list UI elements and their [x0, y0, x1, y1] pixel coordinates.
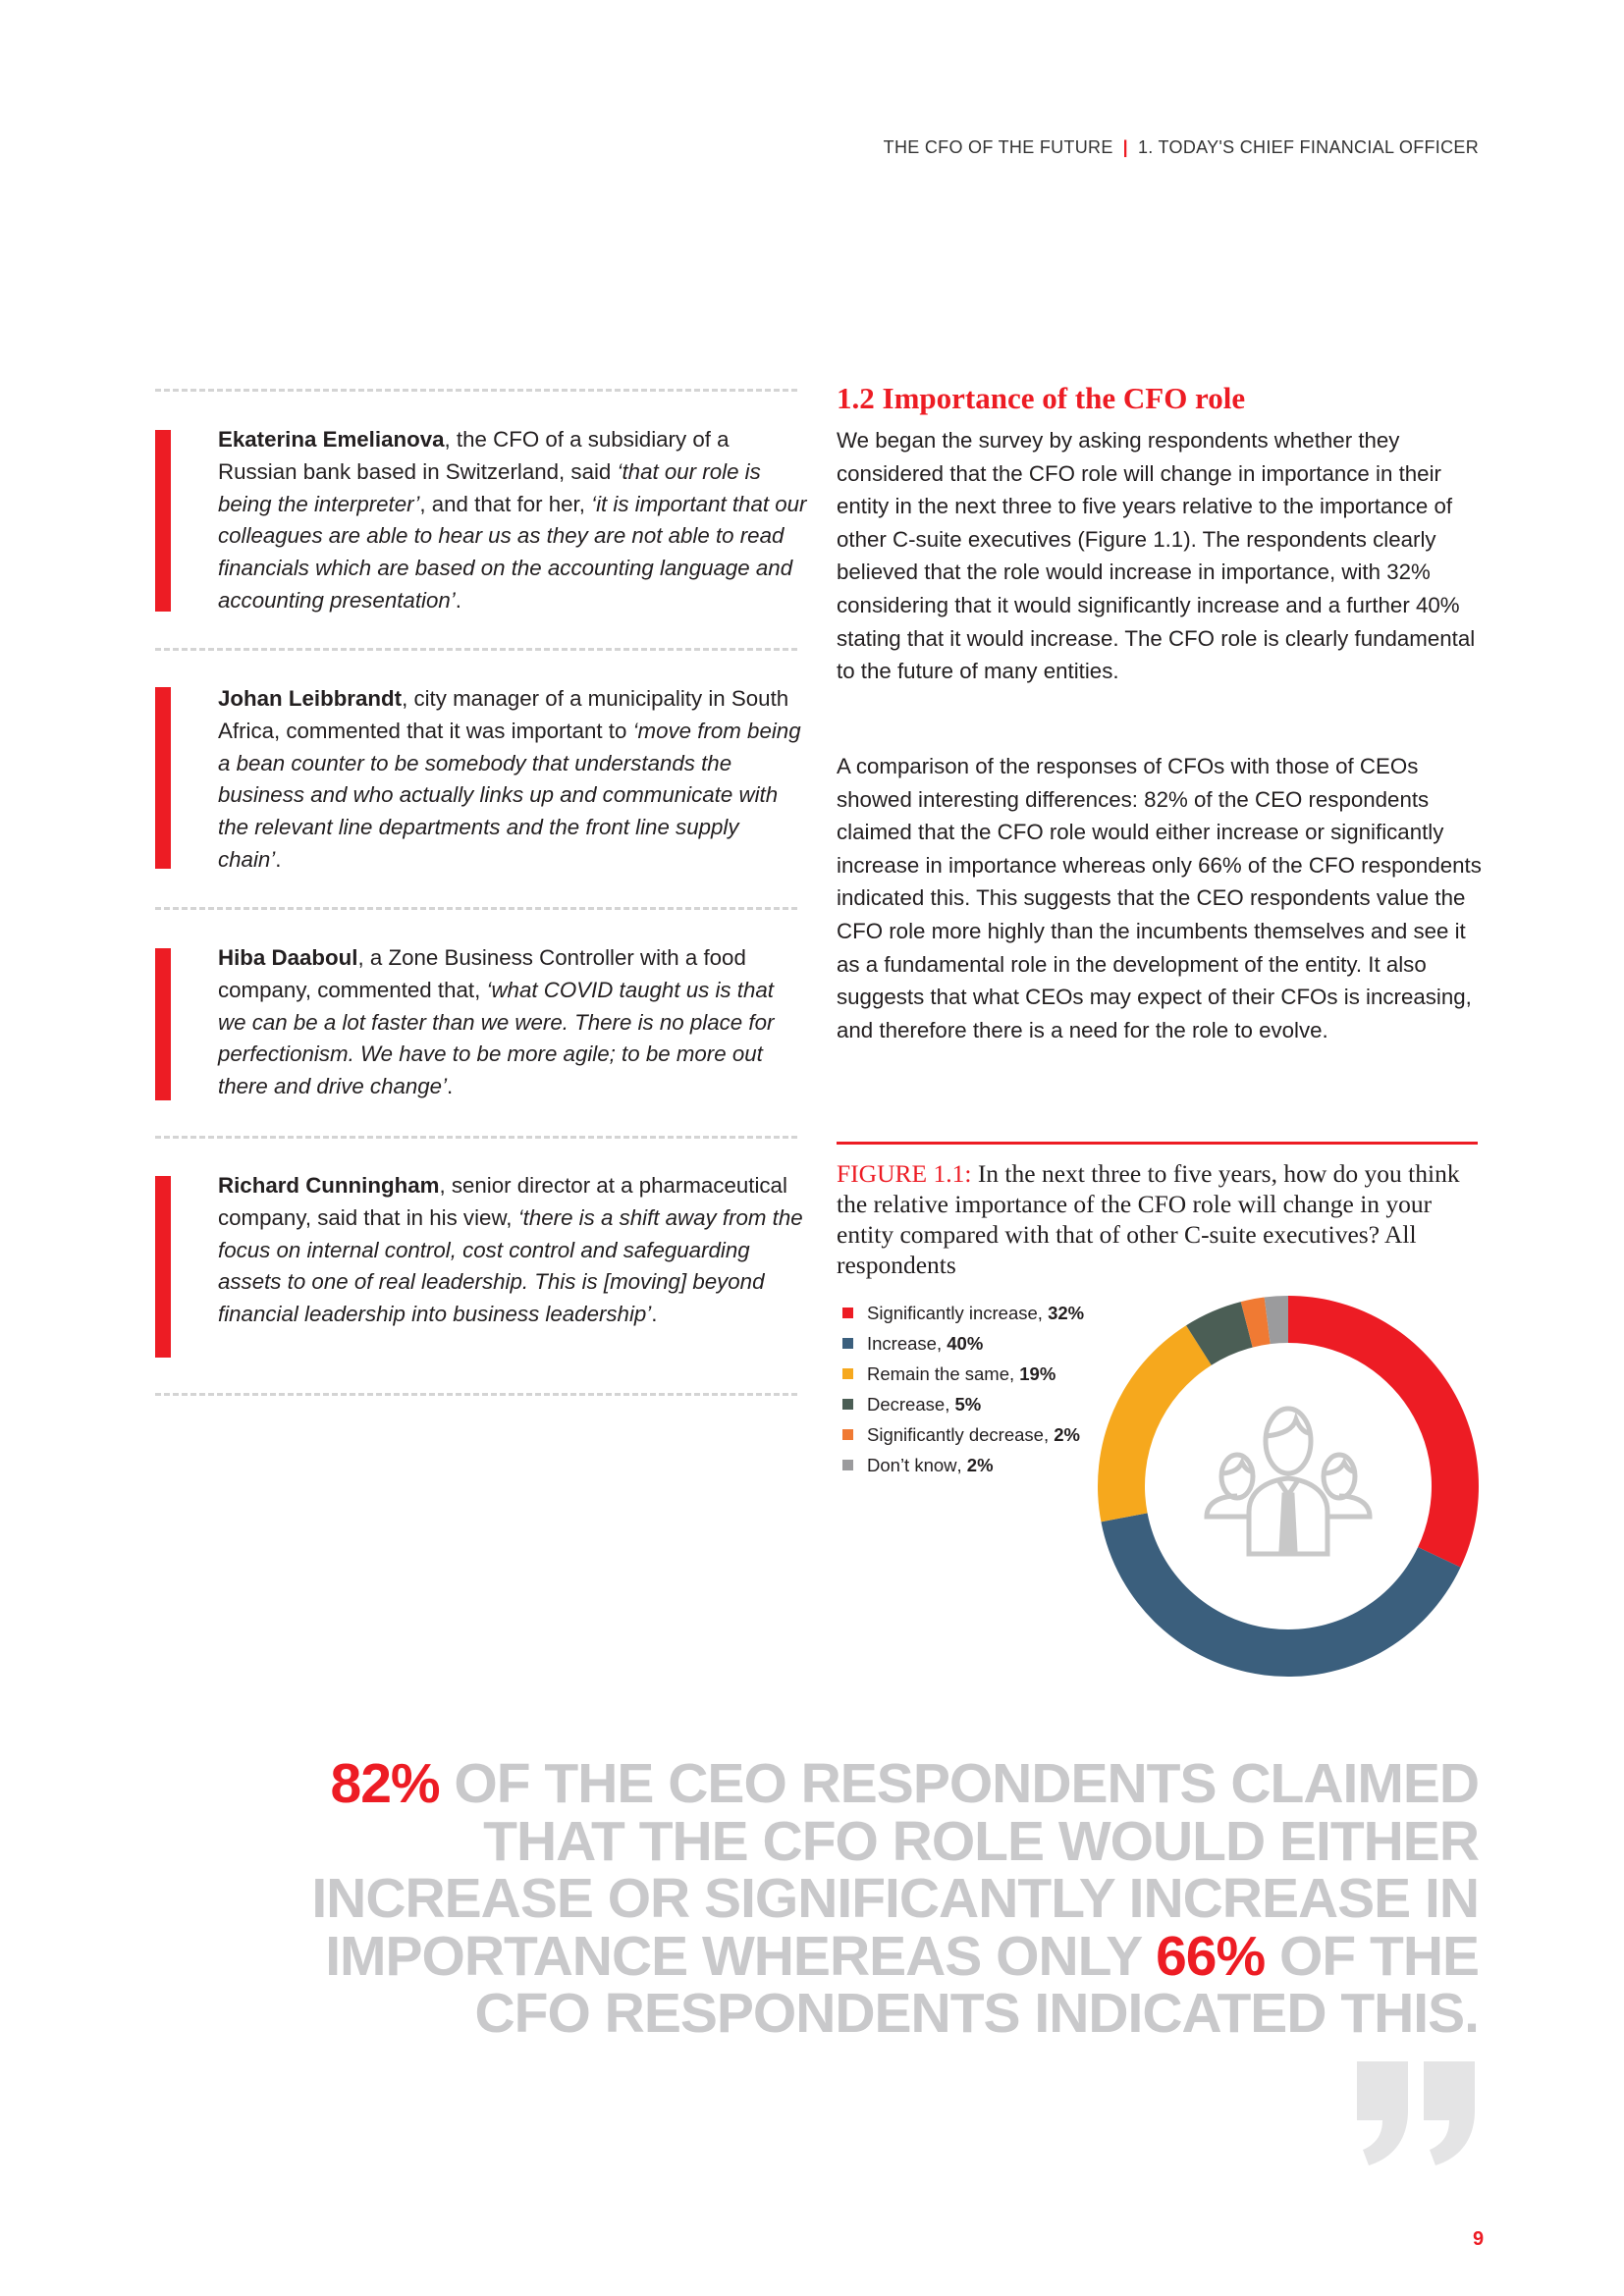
chart-legend: Significantly increase, 32% Increase, 40%…	[837, 1298, 1084, 1480]
legend-item: Significantly increase, 32%	[837, 1298, 1084, 1328]
legend-item: Increase, 40%	[837, 1328, 1084, 1359]
body-paragraph-1: We began the survey by asking respondent…	[837, 428, 1476, 684]
legend-label: Decrease	[867, 1394, 946, 1415]
donut-slice	[1101, 1513, 1461, 1677]
legend-label: Significantly increase	[867, 1303, 1038, 1323]
donut-slice	[1240, 1297, 1271, 1348]
body-paragraph-2: A comparison of the responses of CFOs wi…	[837, 754, 1482, 1042]
quote-text: , and that for her,	[419, 491, 592, 516]
pull-text: OF THE	[1265, 1924, 1480, 1988]
quote-text: .	[447, 1074, 454, 1099]
donut-chart	[1098, 1296, 1479, 1677]
quote-text: .	[455, 587, 461, 613]
divider	[155, 1393, 797, 1396]
closing-quote-icon	[1357, 2061, 1475, 2165]
quote-italic: ‘that our role is being the interpreter’	[218, 458, 761, 516]
quote-author: Ekaterina Emelianova	[218, 427, 445, 452]
figure-question: In the next three to five years, how do …	[837, 1159, 1460, 1279]
quote-accent-bar	[155, 430, 171, 612]
quote-author: Johan Leibbrandt	[218, 686, 403, 711]
quote-author: Richard Cunningham	[218, 1173, 440, 1198]
pull-quote: 82% OF THE CEO RESPONDENTS CLAIMED THAT …	[311, 1752, 1480, 2045]
quote-italic: ‘what COVID taught us is that we can be …	[218, 977, 775, 1099]
quote-accent-bar	[155, 687, 171, 869]
legend-label: Increase	[867, 1333, 937, 1354]
quote-author: Hiba Daaboul	[218, 945, 358, 970]
doc-title: THE CFO OF THE FUTURE	[883, 137, 1113, 157]
quote-text: .	[651, 1302, 658, 1327]
pull-stat-82: 82%	[330, 1752, 441, 1815]
quote-text: , senior director at a pharmaceutical co…	[218, 1173, 787, 1230]
section-heading: 1.2 Importance of the CFO role	[837, 381, 1246, 415]
divider	[155, 389, 797, 392]
divider	[155, 907, 797, 910]
legend-swatch	[842, 1308, 853, 1318]
quote-daaboul: Hiba Daaboul, a Zone Business Controller…	[218, 942, 807, 1103]
divider	[155, 648, 797, 651]
legend-label: Remain the same	[867, 1363, 1009, 1384]
donut-slice	[1098, 1325, 1212, 1522]
legend-label: Don’t know	[867, 1455, 957, 1475]
pull-text: OF THE CEO RESPONDENTS CLAIMED	[439, 1752, 1480, 1815]
pull-text: THAT THE CFO ROLE WOULD EITHER	[483, 1809, 1480, 1873]
quote-cunningham: Richard Cunningham, senior director at a…	[218, 1170, 807, 1331]
quote-text: , a Zone Business Controller with a food…	[218, 945, 746, 1002]
legend-value: 2%	[966, 1455, 994, 1475]
quote-italic: ‘move from being a bean counter to be so…	[218, 718, 801, 872]
quote-italic: ‘there is a shift away from the focus on…	[218, 1204, 803, 1327]
quote-leibbrandt: Johan Leibbrandt, city manager of a muni…	[218, 683, 807, 877]
legend-item: Significantly decrease, 2%	[837, 1419, 1084, 1450]
figure-rule	[837, 1142, 1478, 1145]
legend-swatch	[842, 1460, 853, 1470]
pull-text: IMPORTANCE WHEREAS ONLY	[325, 1924, 1157, 1988]
quote-text: , city manager of a municipality in Sout…	[218, 686, 789, 743]
legend-item: Remain the same, 19%	[837, 1359, 1084, 1389]
header-separator: |	[1122, 137, 1128, 157]
quote-accent-bar	[155, 1176, 171, 1358]
divider	[155, 1136, 797, 1139]
donut-slice	[1288, 1296, 1479, 1568]
people-group-icon	[1204, 1406, 1373, 1557]
legend-swatch	[842, 1338, 853, 1349]
donut-slice	[1186, 1302, 1253, 1365]
quote-accent-bar	[155, 948, 171, 1100]
pull-stat-66: 66%	[1156, 1924, 1266, 1988]
figure-label: FIGURE 1.1:	[837, 1159, 972, 1188]
running-header: THE CFO OF THE FUTURE | 1. TODAY'S CHIEF F…	[687, 137, 1479, 158]
quote-italic: ‘it is important that our colleagues are…	[218, 491, 807, 613]
legend-value: 2%	[1054, 1424, 1080, 1445]
page-number: 9	[1473, 2228, 1485, 2250]
legend-value: 32%	[1048, 1303, 1085, 1323]
quote-text: .	[275, 846, 282, 872]
donut-slice	[1264, 1296, 1288, 1345]
legend-item: Don’t know, 2%	[837, 1450, 1084, 1480]
quote-emelianova: Ekaterina Emelianova, the CFO of a subsi…	[218, 424, 807, 617]
legend-swatch	[842, 1368, 853, 1379]
legend-swatch	[842, 1399, 853, 1410]
legend-label: Significantly decrease	[867, 1424, 1044, 1445]
pull-text: INCREASE OR SIGNIFICANTLY INCREASE IN	[311, 1867, 1480, 1930]
quote-text: , the CFO of a subsidiary of a Russian b…	[218, 427, 730, 484]
legend-item: Decrease, 5%	[837, 1389, 1084, 1419]
legend-value: 19%	[1019, 1363, 1056, 1384]
legend-value: 5%	[954, 1394, 982, 1415]
figure-title: FIGURE 1.1: In the next three to five ye…	[837, 1158, 1465, 1280]
chapter-title: 1. TODAY'S CHIEF FINANCIAL OFFICER	[1137, 137, 1479, 157]
legend-swatch	[842, 1429, 853, 1440]
legend-value: 40%	[947, 1333, 984, 1354]
pull-text: CFO RESPONDENTS INDICATED THIS.	[474, 1982, 1480, 2045]
